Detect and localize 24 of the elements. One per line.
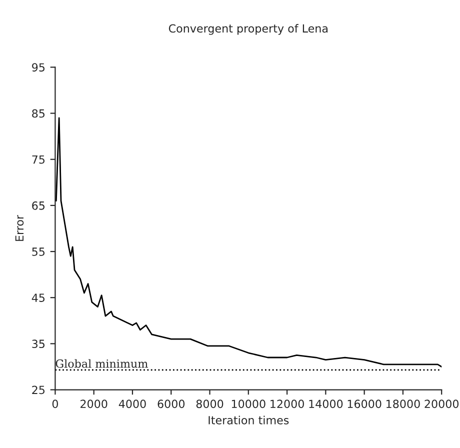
y-tick-label: 75 bbox=[32, 155, 45, 164]
ref-line-label: Global minimum bbox=[56, 359, 148, 368]
x-tick-label: 18000 bbox=[386, 400, 420, 408]
y-tick-label: 65 bbox=[32, 201, 45, 210]
chart-title: Convergent property of Lena bbox=[168, 24, 328, 35]
x-tick-label: 2000 bbox=[80, 400, 108, 408]
x-tick-label: 8000 bbox=[196, 400, 224, 408]
line-series bbox=[55, 117, 442, 368]
y-tick-label: 45 bbox=[32, 294, 45, 302]
y-tick-label: 35 bbox=[32, 340, 45, 348]
y-tick-label: 55 bbox=[32, 248, 45, 256]
y-tick-label: 85 bbox=[32, 109, 45, 118]
x-tick-label: 10000 bbox=[232, 400, 266, 408]
y-axis-title: Error bbox=[15, 214, 24, 241]
x-tick-label: 14000 bbox=[309, 400, 343, 408]
x-tick-label: 4000 bbox=[118, 400, 146, 408]
x-tick-label: 12000 bbox=[270, 400, 304, 408]
x-axis-title: Iteration times bbox=[208, 416, 289, 424]
x-tick-label: 20000 bbox=[424, 400, 459, 408]
y-tick-label: 25 bbox=[32, 386, 45, 394]
x-tick-label: 0 bbox=[52, 400, 58, 408]
x-tick-label: 16000 bbox=[348, 400, 382, 408]
y-tick-label: 95 bbox=[32, 63, 45, 72]
x-tick-label: 6000 bbox=[158, 400, 185, 408]
